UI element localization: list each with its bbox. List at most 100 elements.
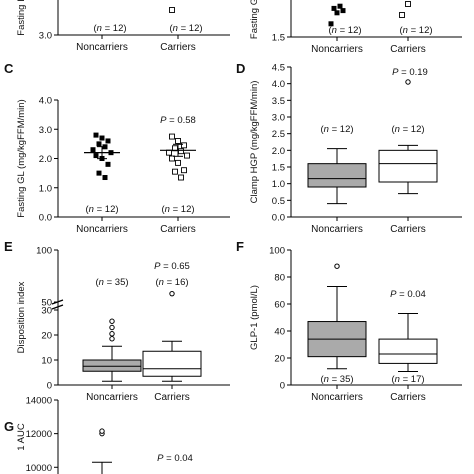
y-axis-label-b: Fasting G xyxy=(249,0,260,39)
y-tick-label-d-1: 0.5 xyxy=(272,196,285,207)
panel-label-g: G xyxy=(4,419,14,434)
p-value-c: P = 0.58 xyxy=(160,115,196,126)
box-d-0 xyxy=(307,163,367,188)
y-tick-label-e-0: 0 xyxy=(47,381,52,392)
outlier-d-1-0 xyxy=(405,79,411,85)
n-label-e-0: (n = 35) xyxy=(95,277,128,288)
y-axis-label-f: GLP-1 (pmol/L) xyxy=(249,285,260,350)
n-label-f-0: (n = 35) xyxy=(320,374,353,385)
p-value-e: P = 0.65 xyxy=(154,261,190,272)
y-tick-label-d-2: 1.0 xyxy=(272,179,285,190)
data-point-b-s1-0 xyxy=(399,12,405,18)
y-tick-label-c-4: 4.0 xyxy=(39,96,52,107)
x-tick-label-a-1: Carriers xyxy=(160,42,196,53)
data-point-c-s1-4 xyxy=(178,148,184,155)
box-e-1 xyxy=(142,350,202,377)
data-point-c-s0-10 xyxy=(96,170,102,176)
data-point-b-s0-0 xyxy=(328,21,334,27)
y-tick-label-f-3: 60 xyxy=(274,300,285,311)
box-d-1 xyxy=(378,149,438,183)
data-point-c-s0-2 xyxy=(105,138,111,144)
data-point-b-s0-4 xyxy=(337,3,343,9)
data-point-c-s0-1 xyxy=(99,135,105,141)
data-point-c-s0-11 xyxy=(102,175,108,181)
data-point-c-s0-5 xyxy=(90,147,96,153)
data-point-c-s1-0 xyxy=(169,133,175,140)
panel-label-e: E xyxy=(4,239,13,254)
x-tick-label-a-0: Noncarriers xyxy=(76,42,128,53)
y-tick-label-e-1: 10 xyxy=(41,356,52,367)
n-label-b-0: (n = 12) xyxy=(328,25,361,36)
n-label-b-1: (n = 12) xyxy=(399,25,432,36)
y-tick-label-e-3: 30 xyxy=(41,306,52,317)
panel-label-f: F xyxy=(236,239,244,254)
n-label-c-1: (n = 12) xyxy=(161,204,194,215)
y-tick-label-e-4: 50 xyxy=(41,298,52,309)
n-label-d-0: (n = 12) xyxy=(320,124,353,135)
y-tick-label-a-0: 3.0 xyxy=(39,31,52,42)
outlier-e-0-1 xyxy=(109,331,115,337)
data-point-b-s0-2 xyxy=(340,8,346,14)
x-tick-label-c-0: Noncarriers xyxy=(76,224,128,235)
y-axis-label-c: Fasting GL (mg/kgFFM/min) xyxy=(16,99,27,217)
data-point-c-s1-1 xyxy=(175,137,181,144)
outlier-e-0-0 xyxy=(109,336,115,342)
data-point-c-s1-6 xyxy=(184,152,190,159)
data-point-c-s0-9 xyxy=(105,161,111,167)
y-axis-label-e: Disposition index xyxy=(16,281,27,353)
y-axis-label-a: Fasting I xyxy=(16,0,27,36)
outlier-e-0-2 xyxy=(109,324,115,331)
data-point-c-s1-10 xyxy=(172,168,178,175)
y-axis-label-d: Clamp HGP (mg/kgFFM/min) xyxy=(249,81,260,204)
y-tick-label-d-4: 2.0 xyxy=(272,146,285,157)
y-tick-label-d-9: 4.5 xyxy=(272,63,285,74)
y-tick-label-c-3: 3.0 xyxy=(39,125,52,136)
data-point-c-s1-8 xyxy=(175,159,181,166)
y-tick-label-g-2: 14000 xyxy=(26,396,52,407)
n-label-c-0: (n = 12) xyxy=(85,204,118,215)
data-point-c-s0-3 xyxy=(96,141,102,147)
y-tick-label-d-0: 0.0 xyxy=(272,213,285,224)
outlier-e-0-3 xyxy=(109,318,115,324)
y-tick-label-d-7: 3.5 xyxy=(272,96,285,107)
y-tick-label-f-5: 100 xyxy=(269,246,285,257)
outlier-g-0-1 xyxy=(99,428,105,434)
data-point-b-s1-1 xyxy=(405,1,411,7)
n-label-f-1: (n = 17) xyxy=(391,374,424,385)
outlier-f-0-0 xyxy=(334,263,340,269)
data-point-c-s0-0 xyxy=(93,132,99,138)
x-tick-label-b-1: Carriers xyxy=(390,44,426,55)
y-tick-label-f-1: 20 xyxy=(274,354,285,365)
p-value-d: P = 0.19 xyxy=(392,67,428,78)
y-tick-label-d-3: 1.5 xyxy=(272,163,285,174)
panel-label-d: D xyxy=(236,61,245,76)
y-tick-label-f-2: 40 xyxy=(274,327,285,338)
n-label-a-0: (n = 12) xyxy=(93,23,126,34)
x-tick-label-d-1: Carriers xyxy=(390,224,426,235)
x-tick-label-d-0: Noncarriers xyxy=(311,224,363,235)
y-tick-label-d-8: 4.0 xyxy=(272,79,285,90)
x-tick-label-f-1: Carriers xyxy=(390,392,426,403)
panel-label-c: C xyxy=(4,61,14,76)
axis-break-mark-bottom xyxy=(51,304,64,310)
y-tick-label-d-5: 2.5 xyxy=(272,129,285,140)
y-tick-label-f-0: 0 xyxy=(280,381,285,392)
x-tick-label-b-0: Noncarriers xyxy=(311,44,363,55)
box-e-0 xyxy=(82,359,142,372)
data-point-b-s0-3 xyxy=(331,5,337,11)
data-point-c-s1-9 xyxy=(181,167,187,174)
box-f-1 xyxy=(378,338,438,364)
y-tick-label-e-5: 100 xyxy=(36,246,52,257)
y-tick-label-g-1: 12000 xyxy=(26,429,52,440)
y-axis-label-g: 1 AUC xyxy=(16,423,27,451)
data-point-c-s1-7 xyxy=(169,155,175,162)
data-point-a-s1-0 xyxy=(169,7,175,13)
y-tick-label-d-6: 3.0 xyxy=(272,113,285,124)
x-tick-label-f-0: Noncarriers xyxy=(311,392,363,403)
data-point-c-s1-11 xyxy=(178,174,184,181)
y-tick-label-f-4: 80 xyxy=(274,273,285,284)
data-point-c-s1-2 xyxy=(181,142,187,149)
y-tick-label-c-1: 1.0 xyxy=(39,183,52,194)
data-point-b-s0-1 xyxy=(334,10,340,16)
